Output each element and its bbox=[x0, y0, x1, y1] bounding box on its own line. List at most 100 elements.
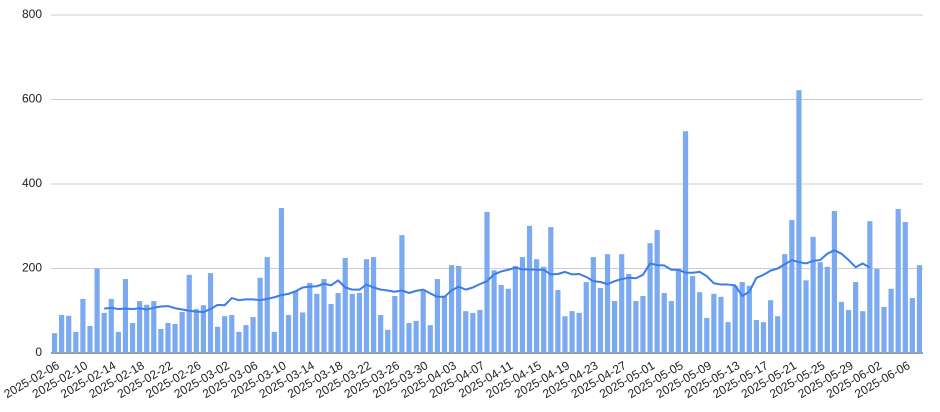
bar bbox=[569, 311, 575, 353]
bar bbox=[668, 301, 674, 353]
bar bbox=[583, 282, 589, 353]
bar bbox=[562, 316, 568, 353]
bar bbox=[633, 301, 639, 353]
bar bbox=[789, 219, 795, 353]
bar bbox=[292, 290, 299, 353]
bar bbox=[597, 287, 604, 353]
bar bbox=[746, 285, 752, 353]
bar bbox=[909, 298, 915, 353]
moving-average-line bbox=[104, 249, 871, 314]
bar bbox=[59, 314, 65, 353]
bar bbox=[888, 288, 894, 353]
bar bbox=[87, 325, 93, 353]
bar bbox=[810, 236, 816, 353]
bar bbox=[349, 293, 355, 353]
bar bbox=[477, 309, 483, 353]
bar bbox=[838, 301, 845, 353]
bar bbox=[867, 221, 873, 353]
bar bbox=[243, 325, 249, 353]
bar bbox=[860, 311, 866, 353]
bar bbox=[831, 211, 837, 353]
bar bbox=[356, 293, 362, 353]
bar bbox=[767, 300, 774, 353]
bar bbox=[682, 131, 689, 353]
bar bbox=[753, 320, 759, 353]
bar bbox=[505, 288, 511, 353]
bar bbox=[80, 298, 86, 353]
bar bbox=[548, 227, 554, 353]
bar bbox=[796, 90, 802, 353]
bar bbox=[661, 293, 667, 353]
bar bbox=[697, 292, 703, 353]
bar bbox=[675, 268, 682, 353]
bar bbox=[342, 257, 348, 353]
y-tick-label: 200 bbox=[22, 261, 42, 275]
bar bbox=[399, 235, 405, 353]
bar bbox=[640, 295, 646, 353]
bar bbox=[200, 305, 207, 353]
bar bbox=[853, 282, 859, 353]
bar bbox=[541, 266, 547, 353]
bar bbox=[434, 279, 440, 353]
bar bbox=[448, 265, 455, 353]
bar bbox=[66, 315, 72, 353]
bar bbox=[115, 331, 121, 353]
bar bbox=[215, 326, 221, 353]
bar bbox=[328, 303, 334, 353]
bar bbox=[498, 284, 504, 353]
bar bbox=[250, 317, 256, 353]
bar bbox=[137, 301, 143, 353]
bar bbox=[874, 268, 880, 353]
bar bbox=[222, 316, 228, 353]
bar bbox=[165, 323, 171, 353]
bar bbox=[512, 265, 518, 353]
bar bbox=[300, 312, 306, 353]
bar bbox=[534, 259, 540, 353]
bar bbox=[427, 325, 433, 353]
bar bbox=[590, 257, 596, 353]
bar bbox=[363, 259, 370, 353]
bar bbox=[207, 273, 214, 353]
bar bbox=[647, 243, 653, 353]
bar bbox=[129, 323, 136, 353]
bar bbox=[193, 309, 199, 353]
bar bbox=[803, 280, 809, 353]
bar bbox=[456, 265, 462, 353]
bar bbox=[576, 312, 582, 353]
y-tick-label: 600 bbox=[22, 92, 42, 106]
bar bbox=[101, 312, 107, 353]
bar bbox=[94, 268, 100, 353]
bar bbox=[470, 312, 476, 353]
bar bbox=[108, 298, 114, 353]
bar bbox=[604, 254, 611, 353]
bar bbox=[612, 301, 618, 353]
bar bbox=[739, 282, 745, 353]
bar bbox=[881, 306, 887, 353]
bar bbox=[51, 333, 58, 353]
bar bbox=[689, 276, 696, 353]
bar bbox=[619, 254, 625, 353]
bar bbox=[775, 316, 781, 353]
bar bbox=[285, 314, 292, 353]
bar bbox=[179, 312, 185, 353]
bar bbox=[725, 322, 731, 353]
bar bbox=[307, 282, 313, 353]
bar bbox=[151, 301, 157, 353]
bar bbox=[186, 274, 192, 353]
bar bbox=[158, 328, 164, 353]
bar bbox=[817, 262, 823, 353]
y-tick-label: 0 bbox=[35, 345, 42, 359]
bar bbox=[902, 222, 908, 353]
bar bbox=[824, 266, 830, 353]
bar bbox=[314, 293, 320, 353]
bar bbox=[711, 293, 717, 353]
bar bbox=[264, 257, 270, 353]
bar bbox=[654, 230, 660, 353]
bar bbox=[271, 331, 277, 353]
bar bbox=[519, 257, 526, 353]
bar bbox=[732, 285, 738, 353]
bar bbox=[704, 317, 710, 353]
bar bbox=[895, 208, 901, 353]
bar bbox=[236, 331, 242, 353]
